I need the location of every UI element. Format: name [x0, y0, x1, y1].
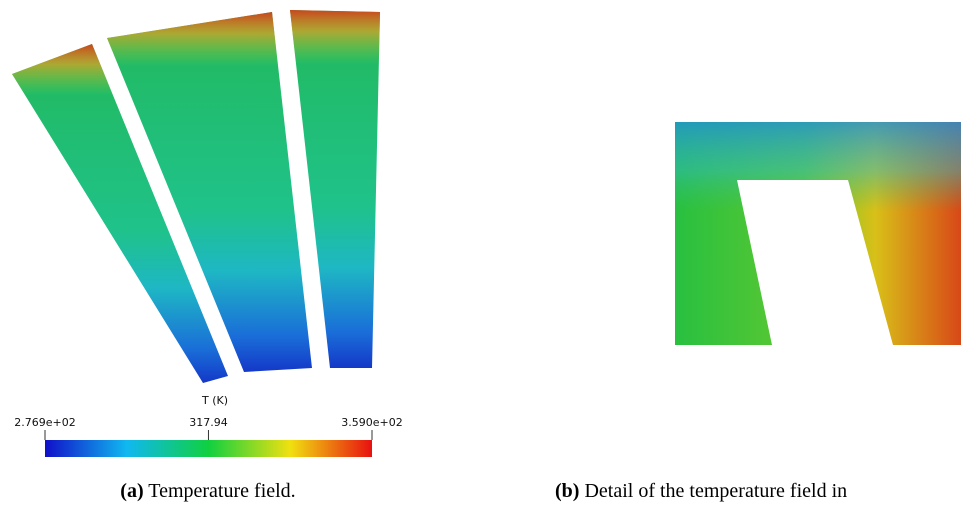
caption-text: Temperature field. [148, 480, 295, 502]
colorbar [45, 440, 372, 457]
detail-field [675, 122, 961, 345]
blade-sector-hot [107, 12, 312, 372]
caption-b: (b) Detail of the temperature field in [555, 480, 847, 502]
colorbar-ticks: 2.769e+02 317.94 3.590e+02 [14, 416, 403, 440]
caption-a: (a) Temperature field. [120, 480, 295, 502]
colorbar-title: T (K) [201, 394, 228, 407]
slot [737, 180, 893, 345]
caption-label: (a) [120, 480, 143, 502]
caption-text: Detail of the temperature field in [584, 480, 847, 502]
colorbar-tick-label: 2.769e+02 [14, 416, 75, 429]
caption-label: (b) [555, 480, 579, 502]
blade-sector-hot [12, 44, 228, 383]
blade-sector-hot [290, 10, 380, 368]
colorbar-tick-label: 3.590e+02 [341, 416, 402, 429]
temperature-field [12, 10, 380, 383]
colorbar-tick-label: 317.94 [189, 416, 228, 429]
